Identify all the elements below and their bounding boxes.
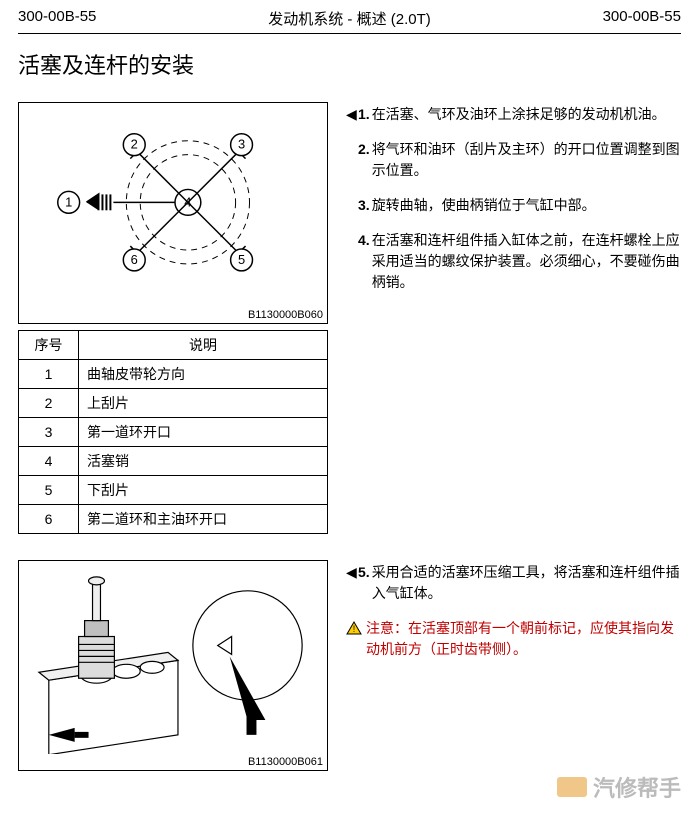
watermark-text: 汽修帮手 — [593, 771, 681, 803]
figure-1-caption: B1130000B060 — [19, 307, 327, 323]
diagram-label-3: 3 — [238, 137, 245, 152]
section-1: 1 2 3 4 5 6 B1130000B060 序号 说明 1曲轴皮带轮方向 … — [18, 102, 681, 534]
diagram-label-1: 1 — [65, 194, 72, 209]
step-marker-icon: ◀ — [346, 104, 358, 125]
piston-ring-diagram: 1 2 3 4 5 6 — [19, 103, 327, 307]
watermark: 汽修帮手 — [557, 771, 681, 803]
step-1: ◀ 1. 在活塞、气环及油环上涂抹足够的发动机机油。 — [346, 104, 681, 125]
figure-2: B1130000B061 — [18, 560, 328, 772]
table-row: 4活塞销 — [19, 446, 328, 475]
step-4: 4. 在活塞和连杆组件插入缸体之前，在连杆螺栓上应采用适当的螺纹保护装置。必须细… — [346, 230, 681, 293]
watermark-icon — [557, 777, 587, 797]
legend-col-desc: 说明 — [79, 330, 328, 359]
legend-col-num: 序号 — [19, 330, 79, 359]
table-row: 1曲轴皮带轮方向 — [19, 359, 328, 388]
diagram-label-6: 6 — [131, 252, 138, 267]
note-label: 注意： — [366, 620, 408, 636]
diagram-label-2: 2 — [131, 137, 138, 152]
header-code-right: 300-00B-55 — [603, 8, 681, 29]
table-row: 2上刮片 — [19, 388, 328, 417]
table-row: 6第二道环和主油环开口 — [19, 504, 328, 533]
note-text: 在活塞顶部有一个朝前标记，应使其指向发动机前方（正时齿带侧）。 — [366, 620, 674, 657]
legend-table: 序号 说明 1曲轴皮带轮方向 2上刮片 3第一道环开口 4活塞销 5下刮片 6第… — [18, 330, 328, 534]
caution-note: ! 注意：在活塞顶部有一个朝前标记，应使其指向发动机前方（正时齿带侧）。 — [346, 618, 681, 660]
diagram-label-4: 4 — [184, 194, 191, 209]
page-header: 300-00B-55 发动机系统 - 概述 (2.0T) 300-00B-55 — [18, 8, 681, 34]
diagram-label-5: 5 — [238, 252, 245, 267]
header-title: 发动机系统 - 概述 (2.0T) — [96, 8, 602, 29]
step-marker-icon: ◀ — [346, 562, 358, 583]
step-5: ◀ 5. 采用合适的活塞环压缩工具，将活塞和连杆组件插入气缸体。 — [346, 562, 681, 604]
header-code-left: 300-00B-55 — [18, 8, 96, 29]
svg-text:!: ! — [353, 624, 356, 634]
section-2: B1130000B061 ◀ 5. 采用合适的活塞环压缩工具，将活塞和连杆组件插… — [18, 560, 681, 778]
figure-2-caption: B1130000B061 — [19, 754, 327, 770]
step-2: 2. 将气环和油环（刮片及主环）的开口位置调整到图示位置。 — [346, 139, 681, 181]
table-row: 3第一道环开口 — [19, 417, 328, 446]
piston-install-diagram — [19, 561, 327, 755]
warning-icon: ! — [346, 620, 362, 641]
figure-1: 1 2 3 4 5 6 B1130000B060 — [18, 102, 328, 324]
table-row: 5下刮片 — [19, 475, 328, 504]
step-3: 3. 旋转曲轴，使曲柄销位于气缸中部。 — [346, 195, 681, 216]
section-title: 活塞及连杆的安装 — [18, 48, 681, 80]
